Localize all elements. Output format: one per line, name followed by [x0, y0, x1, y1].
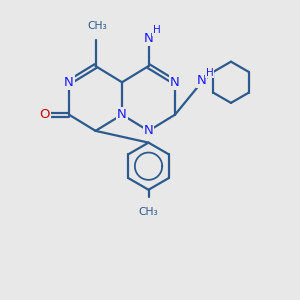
Text: N: N [64, 76, 74, 89]
Text: H: H [206, 68, 214, 78]
Text: N: N [144, 32, 153, 45]
Text: N: N [170, 76, 180, 89]
Text: N: N [197, 74, 206, 87]
Text: CH₃: CH₃ [139, 206, 158, 217]
Text: O: O [40, 108, 50, 121]
Text: N: N [117, 108, 127, 121]
Text: CH₃: CH₃ [87, 21, 107, 31]
Text: N: N [144, 124, 153, 137]
Text: H: H [153, 25, 160, 35]
